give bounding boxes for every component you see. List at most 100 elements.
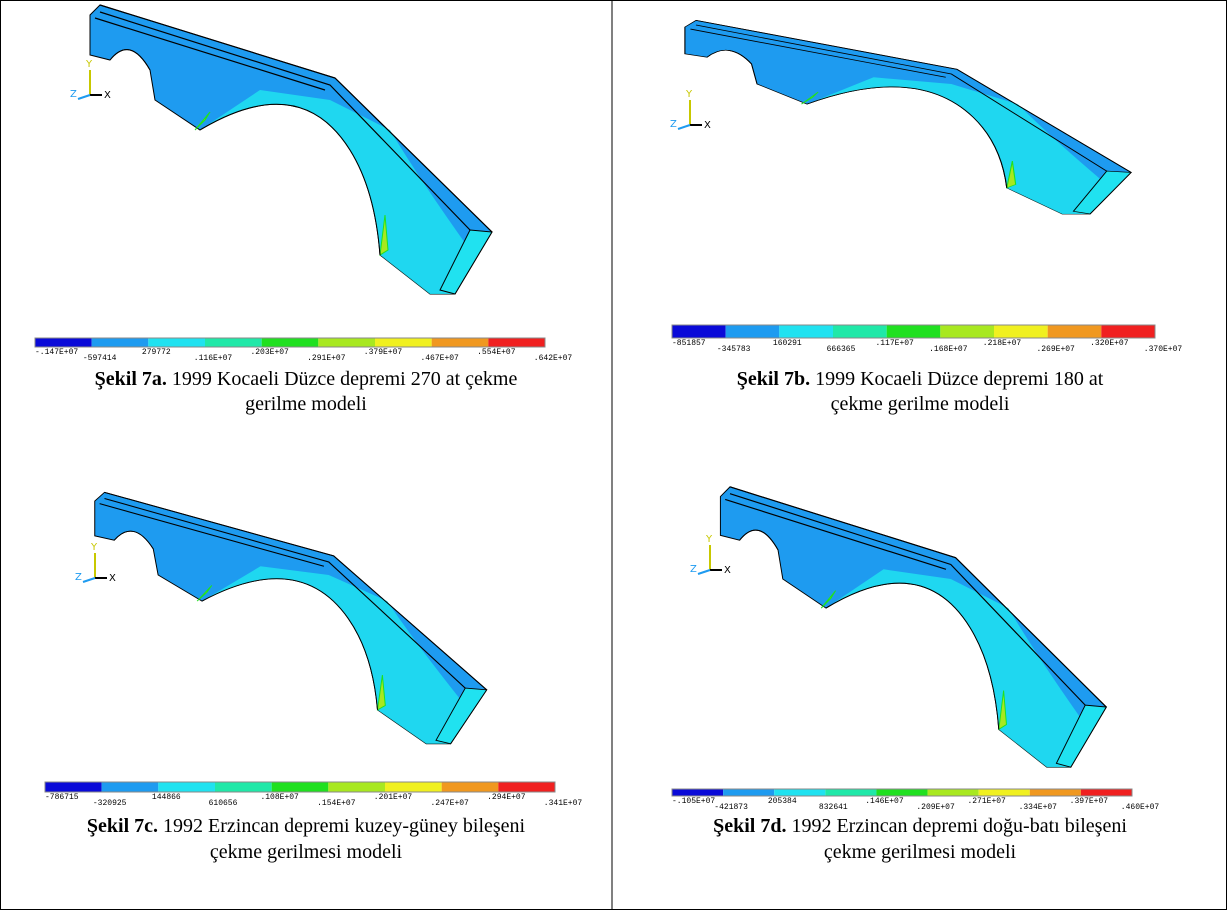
colorbar-segment (1047, 325, 1102, 338)
colorbar-segment (927, 789, 979, 796)
bridge-model (719, 486, 1108, 768)
colorbar-label: -345783 (717, 345, 751, 354)
colorbar-label: 144866 (152, 793, 181, 802)
colorbar-label: .218E+07 (983, 339, 1022, 348)
colorbar-label: .117E+07 (875, 339, 914, 348)
colorbar-border (671, 324, 1156, 339)
colorbar-label: .341E+07 (544, 799, 583, 808)
caption: Şekil 7c. 1992 Erzincan depremi kuzey-gü… (87, 815, 526, 837)
arch-edge (109, 49, 381, 256)
colorbar-segment (994, 325, 1048, 338)
colorbar-segment (261, 338, 319, 347)
side-face (1055, 704, 1108, 768)
colorbar-label: .334E+07 (1019, 803, 1058, 812)
triad-z (77, 94, 91, 100)
colorbar-segment (318, 338, 375, 347)
caption-label: Şekil 7d. (713, 815, 786, 837)
colorbar-label: -421873 (714, 803, 748, 812)
triad-z (82, 577, 96, 583)
colorbar-segment (431, 338, 489, 347)
colorbar-segment (1080, 789, 1132, 796)
colorbar-label: .294E+07 (487, 793, 526, 802)
deck (94, 4, 493, 233)
colorbar-segment (978, 789, 1030, 796)
colorbar-segment (825, 789, 877, 796)
stress-zone (196, 585, 386, 711)
colorbar-label: .271E+07 (967, 797, 1006, 806)
colorbar-label: .397E+07 (1070, 797, 1109, 806)
axis-label: Z (75, 572, 82, 583)
caption-label: Şekil 7b. (737, 368, 810, 390)
side-face (439, 229, 493, 295)
axis-label: Z (70, 89, 77, 100)
colorbar-segment (385, 782, 442, 792)
colorbar-label: 610656 (209, 799, 238, 808)
colorbar-label: -.105E+07 (672, 797, 715, 806)
deck (725, 486, 1107, 708)
caption-text: 1992 Erzincan depremi doğu-batı bileşeni (791, 815, 1127, 837)
colorbar-label: .108E+07 (260, 793, 299, 802)
colorbar-label: 832641 (819, 803, 848, 812)
colorbar-label: -851857 (672, 339, 706, 348)
caption-text: çekme gerilmesi modeli (210, 841, 403, 863)
arch-edge (113, 530, 378, 710)
colorbar-label: -320925 (93, 799, 127, 808)
colorbar-segment (441, 782, 499, 792)
colorbar-segment (774, 789, 826, 796)
colorbar-label: .370E+07 (1144, 345, 1183, 354)
caption-label: Şekil 7c. (87, 815, 158, 837)
bridge-model (684, 19, 1133, 215)
caption-text: 1999 Kocaeli Düzce depremi 180 at (815, 368, 1104, 390)
axis-triad: Y Z X (690, 534, 731, 576)
stress-zone (820, 590, 1007, 731)
colorbar-segment (833, 325, 887, 338)
colorbar-label: .146E+07 (865, 797, 904, 806)
colorbar-segment (886, 325, 941, 338)
colorbar-label: .154E+07 (317, 799, 356, 808)
colorbar-border (671, 788, 1133, 797)
colorbar-border (34, 337, 546, 348)
colorbar-segment (723, 789, 775, 796)
caption: Şekil 7b. 1999 Kocaeli Düzce depremi 180… (737, 368, 1104, 390)
colorbar-label: .203E+07 (250, 348, 289, 357)
colorbar-label: .379E+07 (364, 348, 403, 357)
colorbar-segment (35, 338, 92, 347)
colorbar-segment (876, 789, 928, 796)
triad-z (697, 569, 711, 575)
colorbar-label: .269E+07 (1036, 345, 1075, 354)
colorbar-label: -.147E+07 (35, 348, 78, 357)
colorbar-segment (91, 338, 149, 347)
colorbar-label: 205384 (768, 797, 797, 806)
colorbar-segment (488, 338, 545, 347)
colorbar-segment (215, 782, 272, 792)
axis-label: Y (685, 89, 693, 100)
bridge-model (94, 491, 488, 745)
triad-z (677, 124, 691, 130)
colorbar-segment (940, 325, 994, 338)
colorbar-label: .116E+07 (194, 354, 233, 363)
axis-label: Z (690, 564, 697, 575)
colorbar-segment (101, 782, 159, 792)
colorbar-label: .168E+07 (929, 345, 968, 354)
colorbar-segment (205, 338, 262, 347)
colorbar-segment (725, 325, 780, 338)
colorbar-label: .247E+07 (430, 799, 469, 808)
colorbar-label: .460E+07 (1121, 803, 1160, 812)
stress-zone (200, 90, 470, 294)
colorbar-label: 279772 (142, 348, 171, 357)
colorbar-segment (375, 338, 432, 347)
caption: Şekil 7d. 1992 Erzincan depremi doğu-bat… (713, 815, 1127, 837)
colorbar-label: .642E+07 (534, 354, 573, 363)
colorbar-border (44, 781, 556, 793)
colorbar-label: -597414 (83, 354, 117, 363)
caption-text: çekme gerilme modeli (831, 393, 1010, 415)
colorbar-segment (271, 782, 329, 792)
colorbar-label: .209E+07 (916, 803, 955, 812)
caption-text: çekme gerilmesi modeli (824, 841, 1017, 863)
colorbar-segment (45, 782, 102, 792)
axis-label: Z (670, 119, 677, 130)
side-face (1072, 170, 1133, 215)
caption-text: 1999 Kocaeli Düzce depremi 270 at çekme (172, 368, 518, 390)
axis-label: X (104, 90, 111, 101)
